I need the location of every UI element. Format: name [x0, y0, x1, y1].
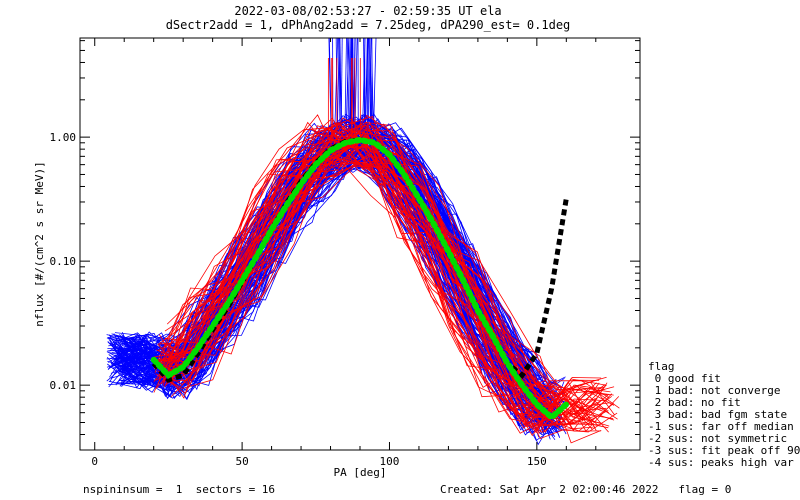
chart-title-line2: dSectr2add = 1, dPhAng2add = 7.25deg, dP…	[166, 18, 571, 32]
peak-spike	[328, 38, 332, 143]
footer-right: Created: Sat Apr 2 02:00:46 2022 flag = …	[440, 483, 731, 496]
fit-lines	[150, 136, 570, 422]
flux-curve	[153, 121, 614, 434]
legend-item: 0 good fit	[648, 372, 721, 385]
peak-spike	[338, 38, 341, 134]
chart-title-line1: 2022-03-08/02:53:27 - 02:59:35 UT ela	[234, 4, 501, 18]
y-axis-label: nflux [#/(cm^2 s sr MeV)]	[33, 161, 46, 327]
x-tick-label: 50	[235, 455, 248, 468]
peak-spike	[344, 38, 347, 135]
peak-spike	[345, 38, 350, 140]
y-tick-label: 0.01	[50, 379, 77, 392]
flux-curve	[167, 121, 608, 399]
flux-curve	[157, 140, 616, 431]
y-tick-label: 1.00	[50, 131, 77, 144]
flux-curve	[167, 162, 598, 426]
legend-item: -4 sus: peaks high var	[648, 456, 794, 469]
peak-spike	[334, 38, 339, 130]
red-flux-curves	[153, 58, 620, 444]
legend-item: -1 sus: far off median	[648, 420, 794, 433]
flux-curve	[164, 134, 597, 431]
legend-item: -2 sus: not symmetric	[648, 432, 787, 445]
peak-spike	[369, 38, 373, 134]
peak-spike	[363, 38, 366, 139]
legend-item: -3 sus: fit peak off 90	[648, 444, 800, 457]
legend-item: 1 bad: not converge	[648, 384, 780, 397]
peak-spike	[368, 38, 372, 138]
legend-item: 3 bad: bad fgm state	[648, 408, 787, 421]
legend-title: flag	[648, 360, 675, 373]
x-axis: 0 50 100 150	[91, 38, 597, 468]
legend-item: 2 bad: no fit	[648, 396, 741, 409]
x-tick-label: 150	[527, 455, 547, 468]
y-axis: 0.01 0.10 1.00	[50, 40, 640, 451]
fit-line-green	[150, 136, 570, 422]
x-axis-label: PA [deg]	[334, 466, 387, 479]
flux-curve	[157, 121, 618, 425]
y-tick-label: 0.10	[50, 255, 77, 268]
flag-legend: flag 0 good fit 1 bad: not converge 2 ba…	[648, 360, 800, 469]
flux-curve	[155, 129, 602, 444]
x-tick-label: 100	[380, 455, 400, 468]
x-tick-label: 0	[91, 455, 98, 468]
footer-left: nspininsum = 1 sectors = 16	[83, 483, 275, 496]
flux-curve	[163, 124, 607, 400]
flux-curve	[160, 127, 607, 423]
